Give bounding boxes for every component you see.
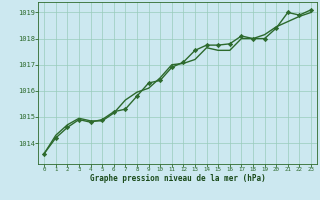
X-axis label: Graphe pression niveau de la mer (hPa): Graphe pression niveau de la mer (hPa) [90, 174, 266, 183]
